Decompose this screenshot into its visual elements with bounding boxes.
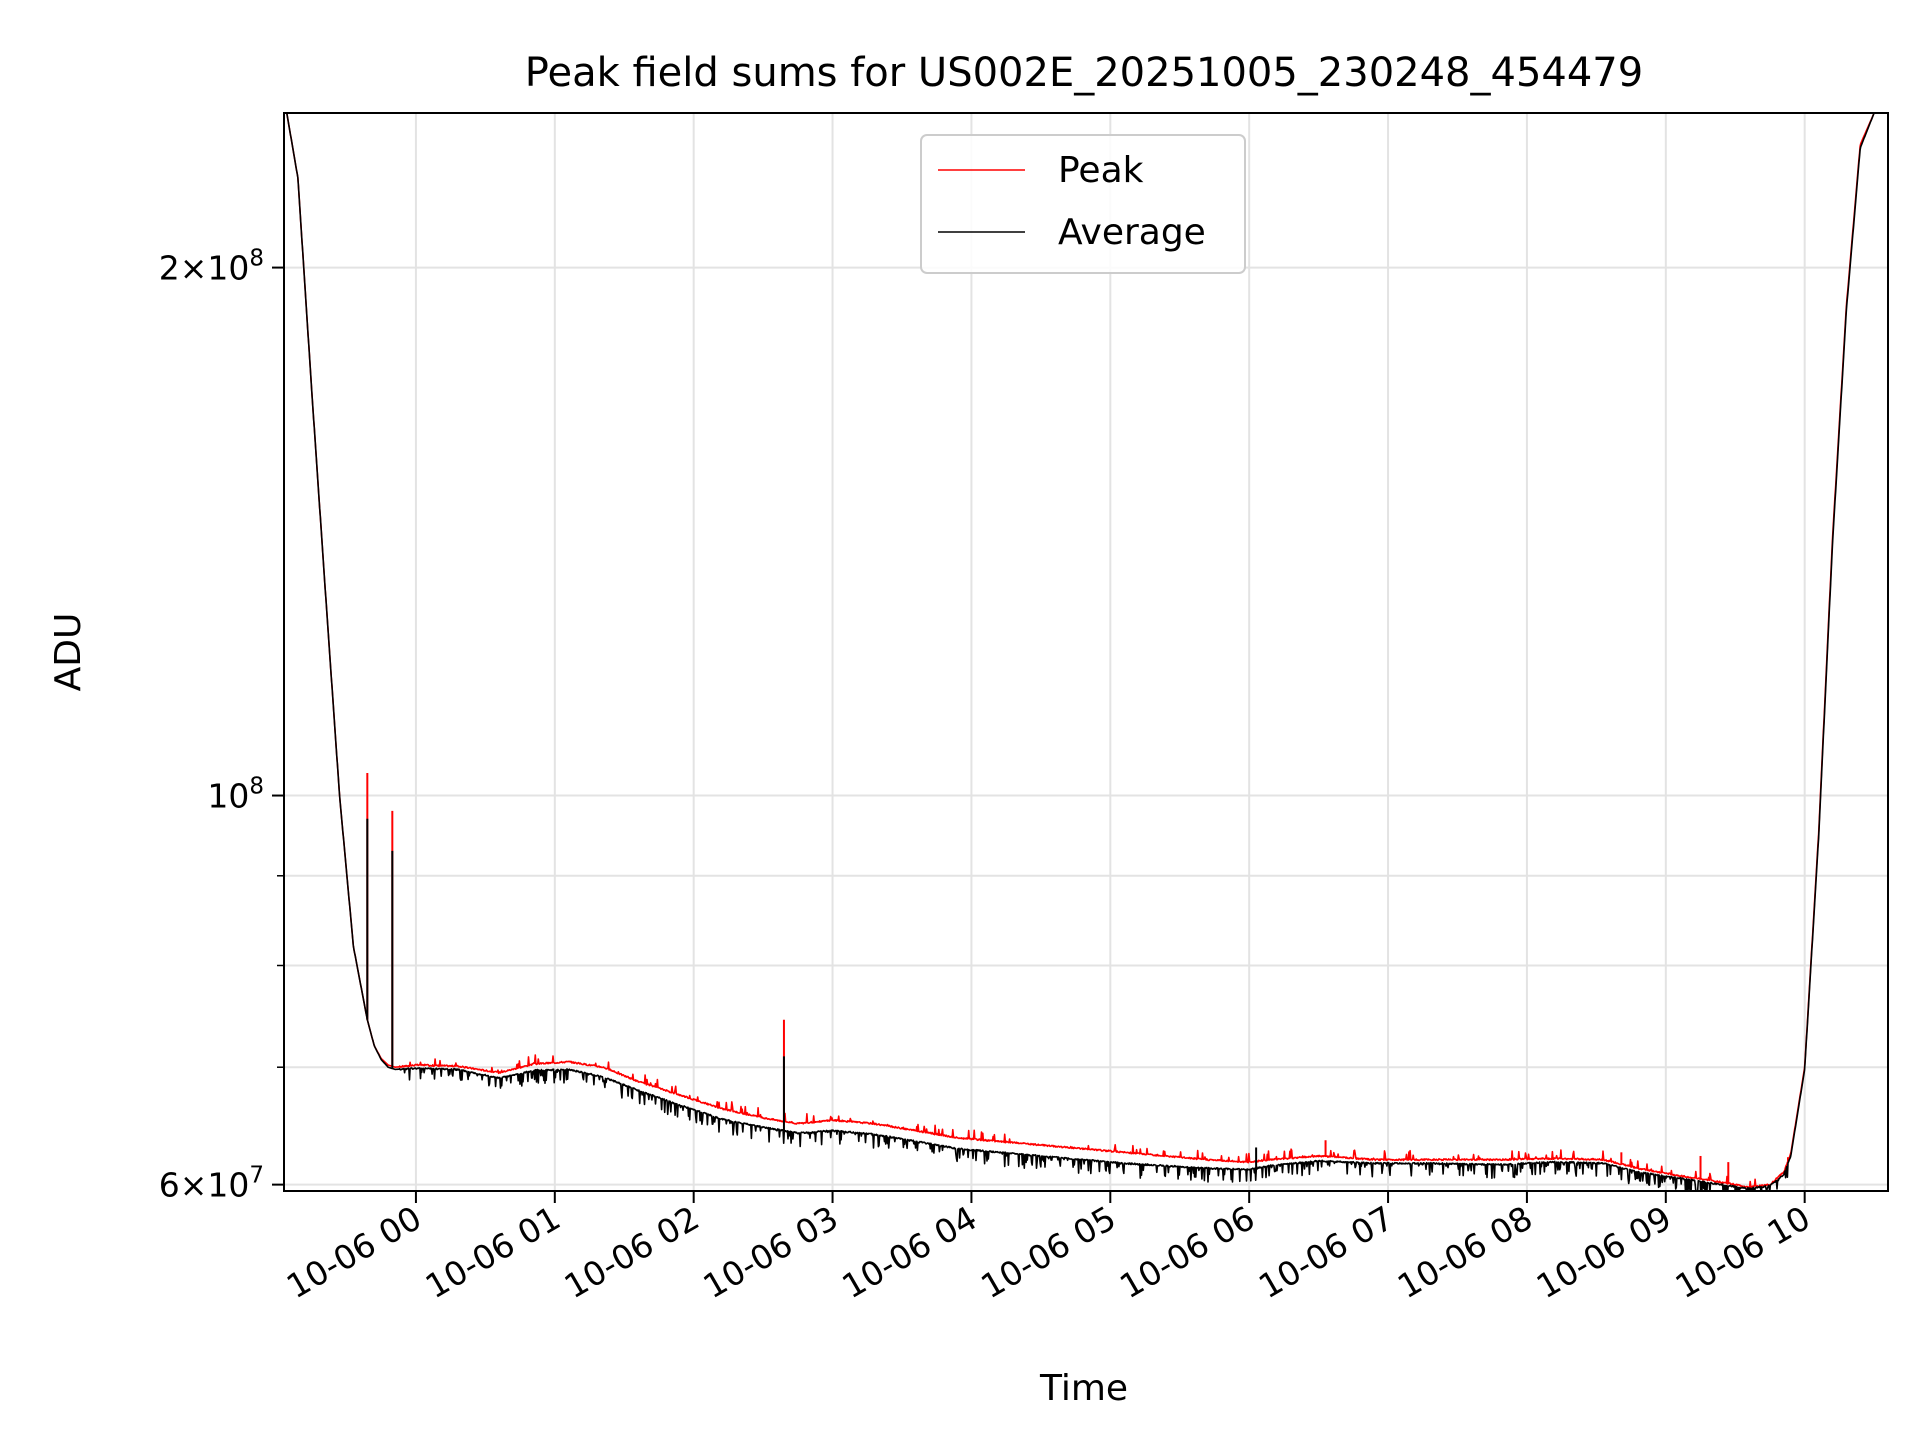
y-tick-exponent: 8: [249, 246, 264, 272]
grid: [284, 113, 1888, 1191]
y-tick-times: ×: [180, 249, 208, 288]
series-line-average: [286, 113, 1875, 1191]
y-tick-mantissa: 2: [159, 249, 180, 288]
y-tick-base: 10: [207, 1166, 249, 1205]
y-tick-label: 108: [207, 774, 264, 816]
y-tick-label: 2×108: [159, 246, 264, 288]
y-axis-label: ADU: [48, 613, 89, 692]
series-average: [286, 113, 1875, 1191]
chart-title: Peak field sums for US002E_20251005_2302…: [525, 50, 1643, 96]
plot-series: [286, 113, 1875, 1191]
y-tick-label: 6×107: [159, 1163, 264, 1205]
y-tick-base: 10: [207, 777, 249, 816]
y-tick-base: 10: [207, 249, 249, 288]
y-tick-exponent: 8: [249, 774, 264, 800]
series-line-peak: [286, 113, 1875, 1189]
legend-peak-label: Peak: [1058, 150, 1144, 191]
plot-frame: [283, 112, 1889, 1192]
legend-average-label: Average: [1058, 212, 1206, 253]
x-axis-label: Time: [1039, 1368, 1128, 1409]
y-tick-mantissa: 6: [159, 1166, 180, 1205]
y-tick-times: ×: [180, 1166, 208, 1205]
legend: Peak Average: [920, 134, 1246, 274]
y-tick-exponent: 7: [249, 1163, 264, 1189]
